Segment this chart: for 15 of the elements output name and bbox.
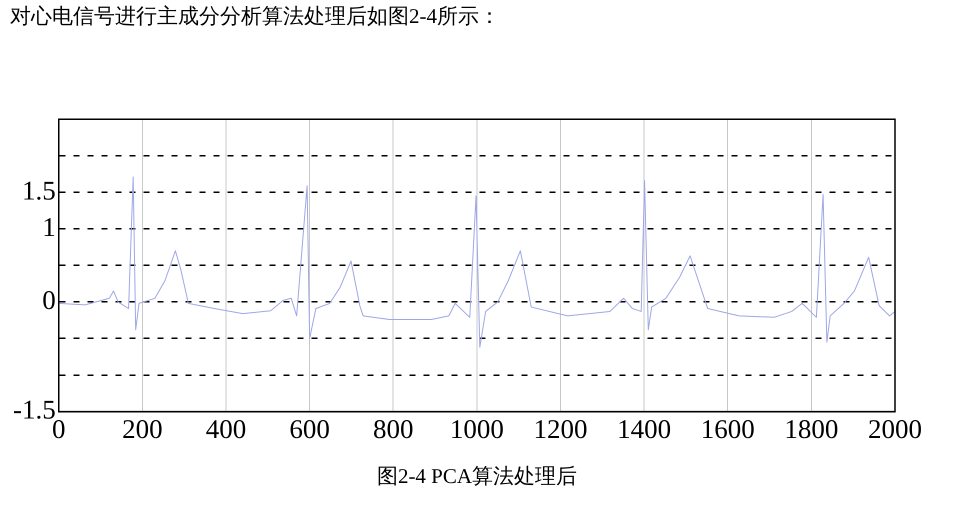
y-tick-label: 0: [42, 285, 56, 316]
x-tick-label: 800: [372, 414, 414, 444]
x-tick-label: 400: [206, 414, 246, 444]
x-tick-label: 1000: [450, 414, 504, 444]
y-tick-label: 1: [42, 212, 56, 242]
x-tick-label: 1800: [784, 414, 838, 444]
x-tick-label: 1600: [700, 414, 755, 444]
x-tick-label: 1400: [617, 414, 672, 444]
text: 对心电信号进行主成分分析算法处理后如图2-4所示：: [10, 3, 500, 30]
x-tick-label: 1200: [533, 414, 588, 444]
x-tick-label: 200: [122, 414, 163, 444]
caption: 图2-4 PCA算法处理后: [376, 463, 578, 490]
x-tick-label: 600: [289, 414, 330, 444]
x-tick-label: 2000: [868, 414, 922, 444]
y-tick-label: 1.5: [22, 175, 56, 206]
